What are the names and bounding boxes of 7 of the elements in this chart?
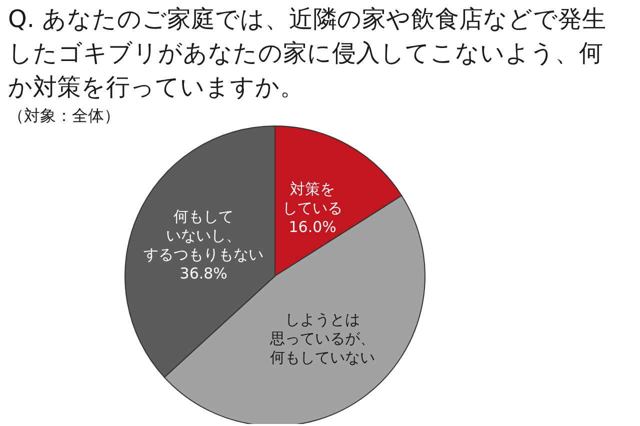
slice-label: 何もしていないし、するつもりもない: [144, 207, 264, 264]
slice-label: 対策をしている: [282, 180, 343, 217]
chart-title: Q. あなたのご家庭では、近隣の家や飲食店などで発生したゴキブリがあなたの家に侵入してこないよう、何か対策を行っていますか。: [8, 4, 608, 103]
slice-label: しようとは思っているが、何もしていない: [268, 310, 375, 366]
data-label: 36.8%: [180, 264, 228, 282]
data-label: 16.0%: [288, 218, 336, 236]
chart-subtitle: （対象：全体）: [8, 106, 120, 126]
